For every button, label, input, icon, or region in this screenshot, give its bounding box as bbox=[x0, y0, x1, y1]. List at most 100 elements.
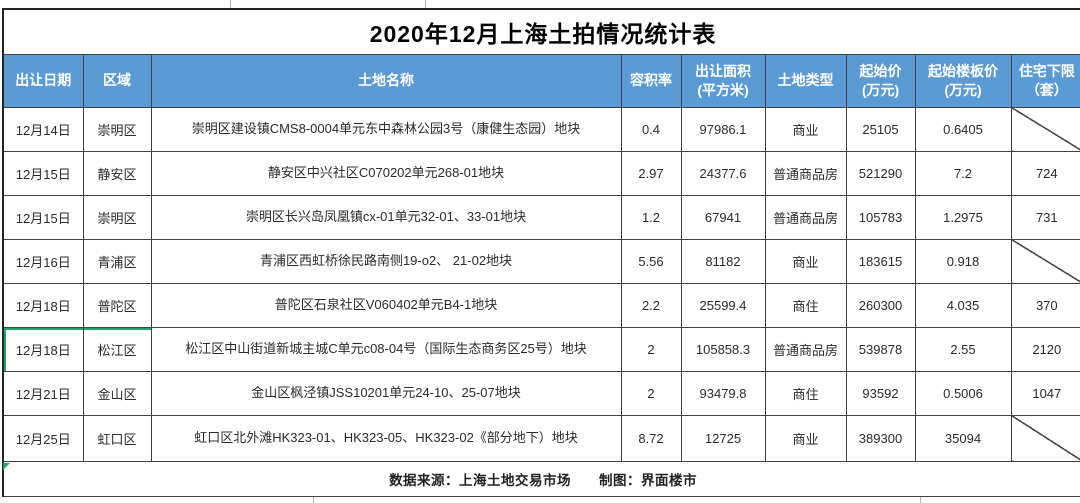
cell-start_price: 183615 bbox=[845, 238, 916, 284]
cell-type: 普通商品房 bbox=[764, 194, 847, 240]
cell-district: 虹口区 bbox=[82, 414, 152, 462]
cell-far: 2 bbox=[620, 370, 682, 416]
cell-date: 12月21日 bbox=[2, 370, 84, 416]
column-header-far: 容积率 bbox=[620, 53, 682, 108]
cell-date: 12月16日 bbox=[2, 238, 84, 284]
cell-district: 崇明区 bbox=[82, 106, 152, 152]
cell-type: 普通商品房 bbox=[764, 326, 847, 372]
column-header-area: 出让面积 (平方米) bbox=[680, 53, 766, 108]
cell-type: 普通商品房 bbox=[764, 150, 847, 196]
cell-start_floor_price: 0.918 bbox=[914, 238, 1012, 284]
cell-far: 2 bbox=[620, 326, 682, 372]
table-row: 12月14日 崇明区 崇明区建设镇CMS8-0004单元东中森林公园3号（康健生态园… bbox=[2, 106, 1080, 152]
cell-start_price: 105783 bbox=[845, 194, 916, 240]
title-row: 2020年12月上海土拍情况统计表 bbox=[2, 8, 1080, 55]
cell-start_floor_price: 7.2 bbox=[914, 150, 1012, 196]
cell-district: 金山区 bbox=[82, 370, 152, 416]
cell-date: 12月18日 bbox=[2, 282, 84, 328]
cell-district: 松江区 bbox=[82, 326, 152, 372]
table-row: 12月25日 虹口区 虹口区北外滩HK323-01、HK323-05、HK323-0… bbox=[2, 414, 1080, 462]
cell-area: 67941 bbox=[680, 194, 766, 240]
column-header-housing_min: 住宅下限 （套） bbox=[1010, 53, 1080, 108]
cell-date: 12月14日 bbox=[2, 106, 84, 152]
cell-far: 1.2 bbox=[620, 194, 682, 240]
footer-row: 数据来源：上海土地交易市场 制图：界面楼市 bbox=[2, 460, 1080, 497]
diagonal-slash-cell bbox=[1010, 414, 1080, 462]
cell-type: 商业 bbox=[764, 106, 847, 152]
cell-district: 青浦区 bbox=[82, 238, 152, 284]
table-row: 12月18日 松江区 松江区中山街道新城主城C单元c08-04号（国际生态商务区25… bbox=[2, 326, 1080, 372]
cell-start_price: 389300 bbox=[845, 414, 916, 462]
cell-name: 金山区枫泾镇JSS10201单元24-10、25-07地块 bbox=[150, 370, 622, 416]
cell-start_price: 260300 bbox=[845, 282, 916, 328]
cell-date: 12月18日 bbox=[2, 326, 84, 372]
gridline-tick bbox=[425, 0, 426, 8]
diagonal-slash-cell bbox=[1010, 106, 1080, 152]
cell-start_floor_price: 0.5006 bbox=[914, 370, 1012, 416]
gridline-tick bbox=[313, 497, 314, 503]
cell-start_price: 25105 bbox=[845, 106, 916, 152]
cell-district: 静安区 bbox=[82, 150, 152, 196]
cell-district: 普陀区 bbox=[82, 282, 152, 328]
gridline-tick bbox=[920, 497, 921, 503]
cell-housing_min: 370 bbox=[1010, 282, 1080, 328]
table-row: 12月16日 青浦区 青浦区西虹桥徐民路南侧19-o2、 21-02地块 5.56 81… bbox=[2, 238, 1080, 284]
cell-area: 24377.6 bbox=[680, 150, 766, 196]
cell-start_floor_price: 4.035 bbox=[914, 282, 1012, 328]
cell-area: 12725 bbox=[680, 414, 766, 462]
cell-start_floor_price: 2.55 bbox=[914, 326, 1012, 372]
cell-type: 商业 bbox=[764, 238, 847, 284]
cell-start_price: 93592 bbox=[845, 370, 916, 416]
cell-name: 虹口区北外滩HK323-01、HK323-05、HK323-02《部分地下）地块 bbox=[150, 414, 622, 462]
cell-start_price: 521290 bbox=[845, 150, 916, 196]
cell-area: 93479.8 bbox=[680, 370, 766, 416]
gridline-tick bbox=[230, 0, 231, 8]
page-title: 2020年12月上海土拍情况统计表 bbox=[2, 8, 1080, 55]
table-body: 12月14日 崇明区 崇明区建设镇CMS8-0004单元东中森林公园3号（康健生态园… bbox=[2, 106, 1080, 462]
column-header-district: 区域 bbox=[82, 53, 152, 108]
cell-name: 松江区中山街道新城主城C单元c08-04号（国际生态商务区25号）地块 bbox=[150, 326, 622, 372]
cell-area: 97986.1 bbox=[680, 106, 766, 152]
cell-date: 12月15日 bbox=[2, 150, 84, 196]
cell-housing_min: 731 bbox=[1010, 194, 1080, 240]
table-row: 12月15日 崇明区 崇明区长兴岛凤凰镇cx-01单元32-01、33-01地块 1.… bbox=[2, 194, 1080, 240]
table-row: 12月15日 静安区 静安区中兴社区C070202单元268-01地块 2.97 243… bbox=[2, 150, 1080, 196]
cell-far: 2.97 bbox=[620, 150, 682, 196]
column-header-start_price: 起始价 (万元) bbox=[845, 53, 916, 108]
cell-area: 105858.3 bbox=[680, 326, 766, 372]
selection-corner-marker bbox=[3, 463, 10, 470]
cell-housing_min: 2120 bbox=[1010, 326, 1080, 372]
cell-name: 普陀区石泉社区V060402单元B4-1地块 bbox=[150, 282, 622, 328]
cell-name: 静安区中兴社区C070202单元268-01地块 bbox=[150, 150, 622, 196]
cell-name: 崇明区建设镇CMS8-0004单元东中森林公园3号（康健生态园）地块 bbox=[150, 106, 622, 152]
column-header-name: 土地名称 bbox=[150, 53, 622, 108]
cell-name: 崇明区长兴岛凤凰镇cx-01单元32-01、33-01地块 bbox=[150, 194, 622, 240]
table-row: 12月18日 普陀区 普陀区石泉社区V060402单元B4-1地块 2.2 25599.… bbox=[2, 282, 1080, 328]
cell-type: 商业 bbox=[764, 414, 847, 462]
cell-start_price: 539878 bbox=[845, 326, 916, 372]
cell-far: 8.72 bbox=[620, 414, 682, 462]
land-auction-table: 2020年12月上海土拍情况统计表 出让日期 区域 土地名称 容积率 出让面积 (平方米)… bbox=[2, 8, 1080, 497]
cell-date: 12月25日 bbox=[2, 414, 84, 462]
cell-far: 2.2 bbox=[620, 282, 682, 328]
column-header-start_floor_price: 起始楼板价 (万元) bbox=[914, 53, 1012, 108]
cell-type: 商住 bbox=[764, 370, 847, 416]
cell-area: 25599.4 bbox=[680, 282, 766, 328]
cell-name: 青浦区西虹桥徐民路南侧19-o2、 21-02地块 bbox=[150, 238, 622, 284]
cell-date: 12月15日 bbox=[2, 194, 84, 240]
cell-far: 5.56 bbox=[620, 238, 682, 284]
cell-district: 崇明区 bbox=[82, 194, 152, 240]
cell-housing_min: 1047 bbox=[1010, 370, 1080, 416]
diagonal-slash-cell bbox=[1010, 238, 1080, 284]
cell-housing_min: 724 bbox=[1010, 150, 1080, 196]
column-header-date: 出让日期 bbox=[2, 53, 84, 108]
cell-start_floor_price: 0.6405 bbox=[914, 106, 1012, 152]
table-row: 12月21日 金山区 金山区枫泾镇JSS10201单元24-10、25-07地块 2 9… bbox=[2, 370, 1080, 416]
data-source-note: 数据来源：上海土地交易市场 制图：界面楼市 bbox=[2, 460, 1080, 497]
column-header-row: 出让日期 区域 土地名称 容积率 出让面积 (平方米) 土地类型 起始价 (万元) 起始楼板价 (万… bbox=[2, 53, 1080, 108]
cell-area: 81182 bbox=[680, 238, 766, 284]
cell-type: 商住 bbox=[764, 282, 847, 328]
cell-start_floor_price: 1.2975 bbox=[914, 194, 1012, 240]
cell-far: 0.4 bbox=[620, 106, 682, 152]
